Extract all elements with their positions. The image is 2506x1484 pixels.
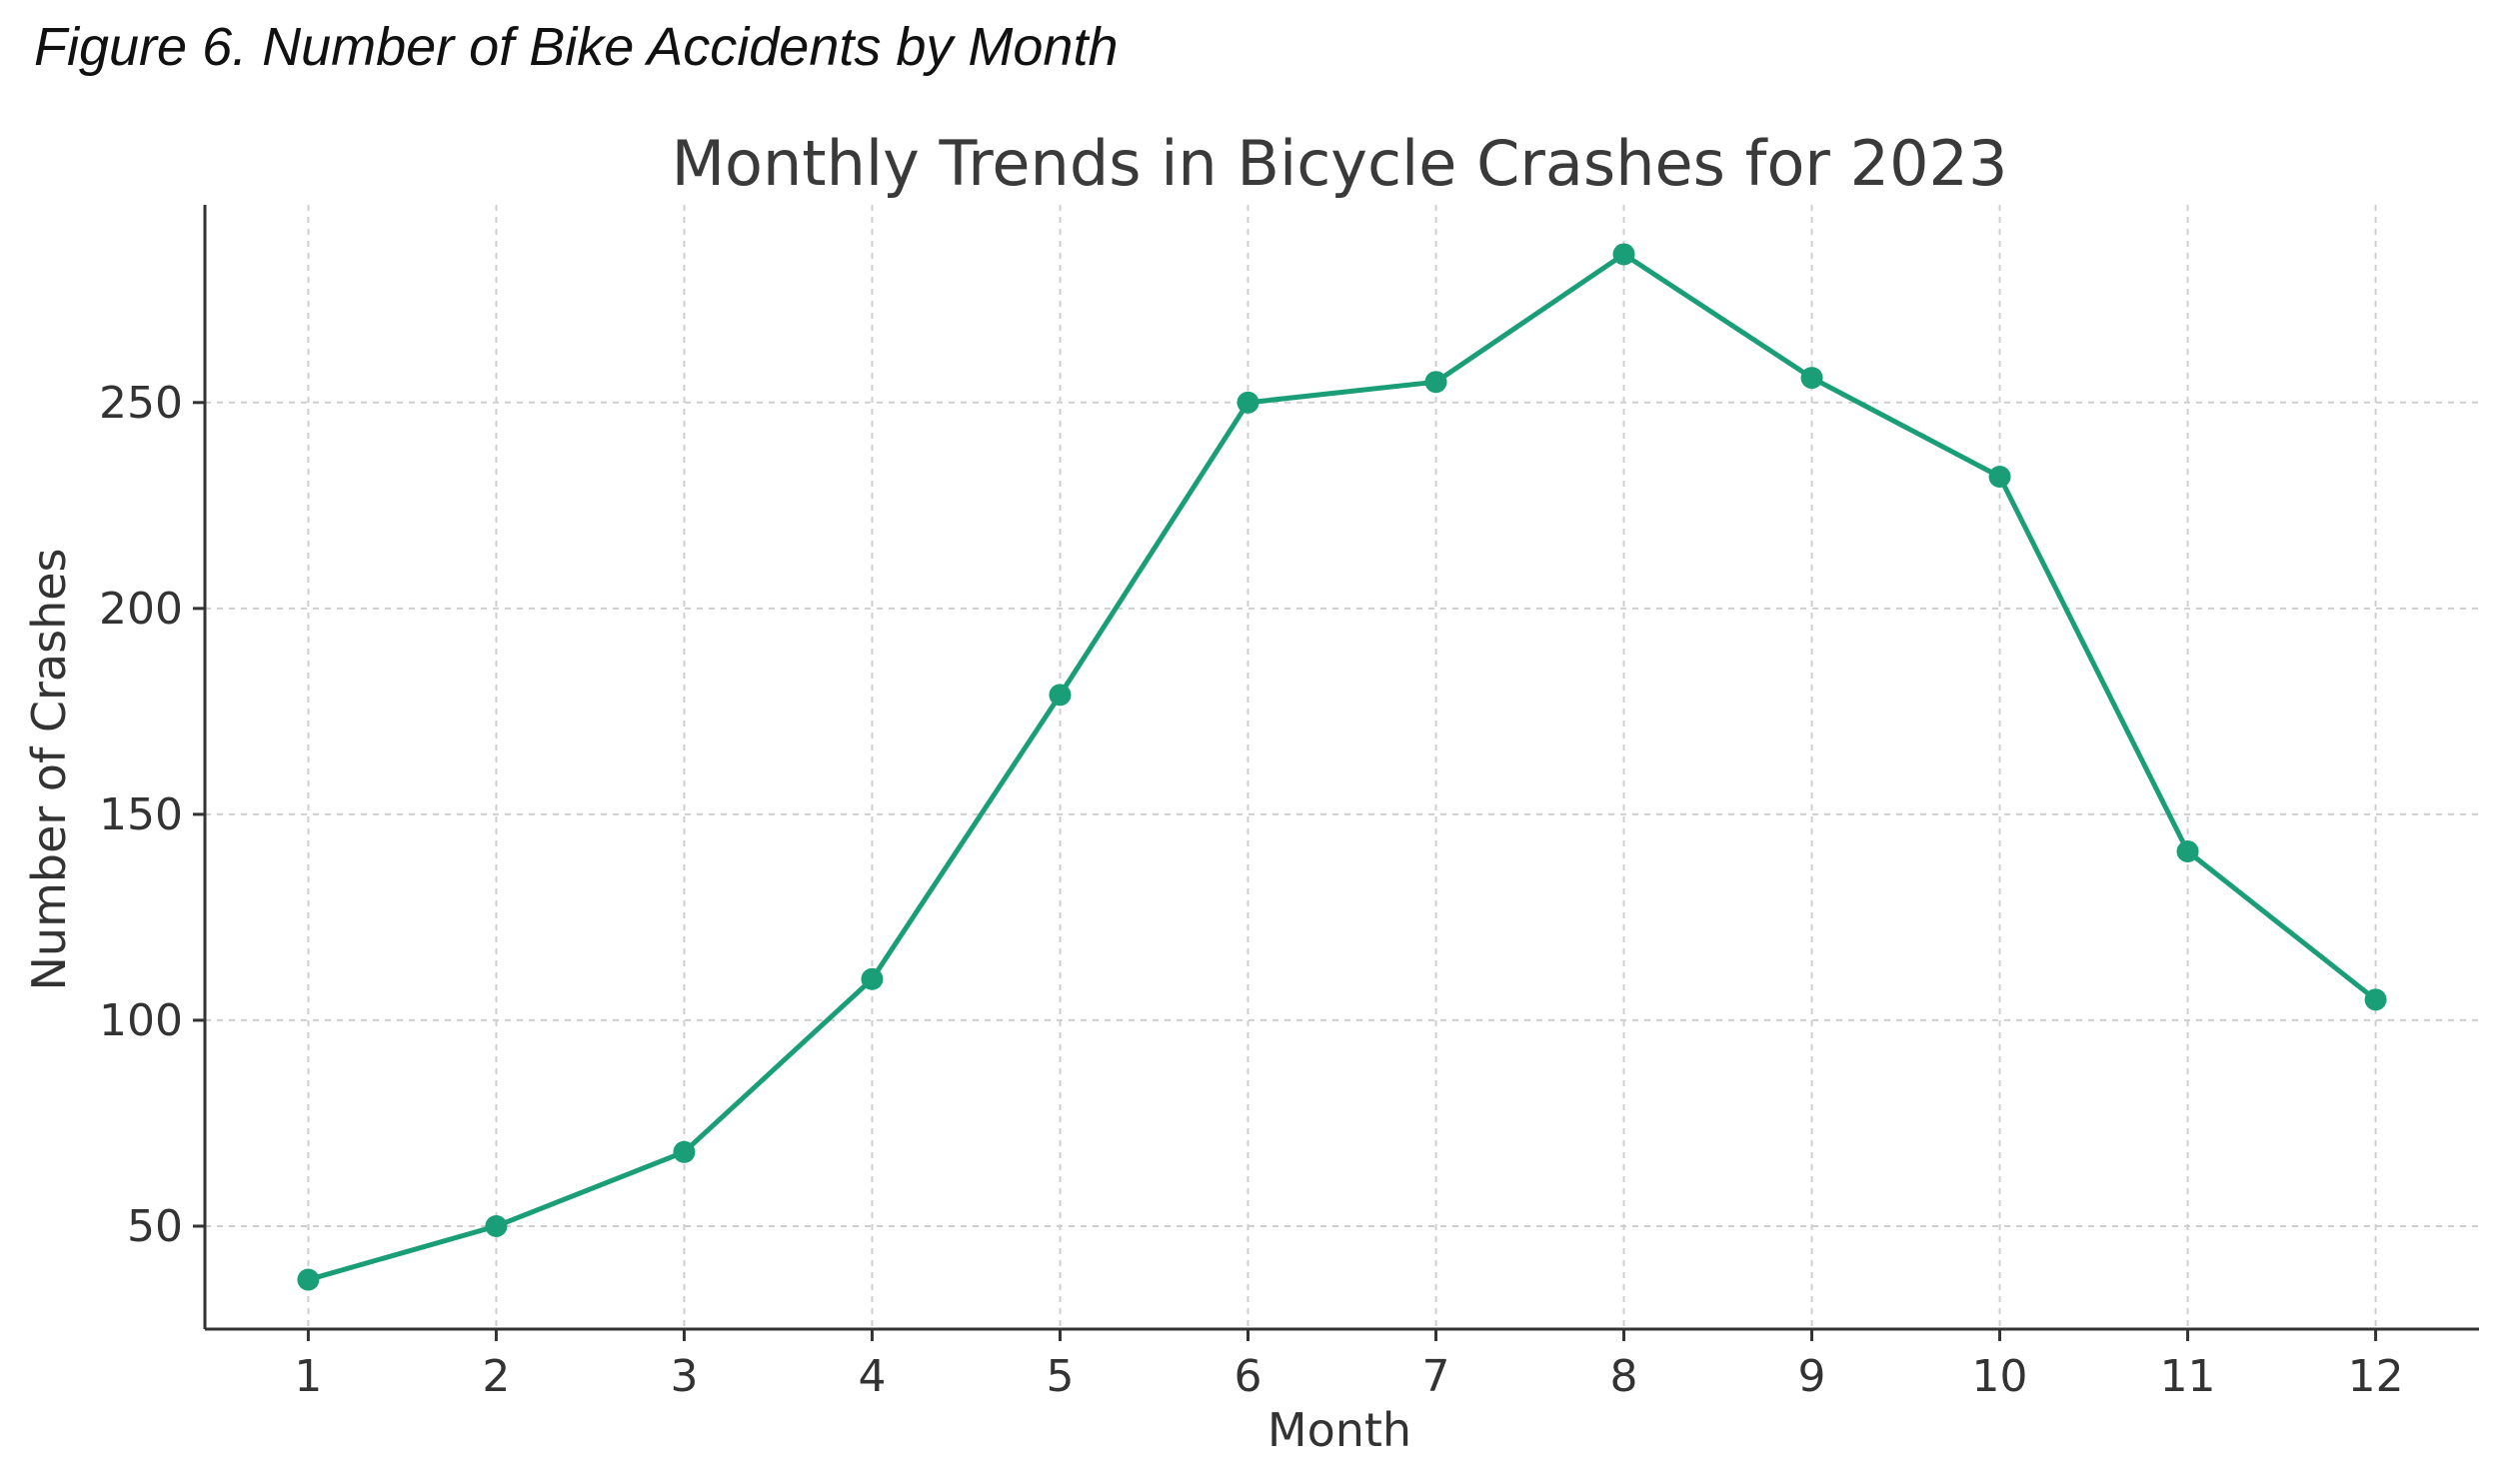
data-point <box>1424 371 1447 394</box>
x-tick-label: 2 <box>482 1351 510 1402</box>
x-tick-label: 9 <box>1798 1351 1826 1402</box>
x-tick-label: 10 <box>1972 1351 2028 1402</box>
x-tick-label: 11 <box>2160 1351 2216 1402</box>
x-axis-label: Month <box>1267 1403 1411 1457</box>
axes <box>203 205 2479 1331</box>
data-point <box>297 1268 320 1291</box>
x-tick-label: 7 <box>1422 1351 1450 1402</box>
data-point <box>1612 243 1635 266</box>
x-tick-label: 12 <box>2348 1351 2404 1402</box>
data-point <box>2176 839 2199 862</box>
x-tick-label: 1 <box>294 1351 322 1402</box>
y-tick-label: 100 <box>99 995 183 1046</box>
y-tick-label: 200 <box>99 584 183 635</box>
y-tick-label: 250 <box>99 378 183 429</box>
x-tick-label: 8 <box>1610 1351 1638 1402</box>
data-point <box>1049 684 1072 707</box>
x-tick-label: 3 <box>670 1351 698 1402</box>
x-tick-label: 5 <box>1046 1351 1074 1402</box>
data-point <box>1988 465 2011 488</box>
grid-lines <box>205 205 2479 1329</box>
data-point <box>673 1140 696 1163</box>
data-point <box>2364 988 2387 1011</box>
series-crashes <box>297 243 2387 1291</box>
chart-title: Monthly Trends in Bicycle Crashes for 20… <box>672 127 2008 200</box>
x-tick-label: 4 <box>858 1351 886 1402</box>
x-tick-label: 6 <box>1234 1351 1261 1402</box>
y-tick-label: 50 <box>127 1201 183 1252</box>
data-point <box>485 1214 508 1237</box>
series-line <box>307 251 2378 1282</box>
data-point <box>861 967 884 990</box>
figure-caption: Figure 6. Number of Bike Accidents by Mo… <box>34 17 1119 77</box>
y-tick-label: 150 <box>99 789 183 840</box>
data-point <box>1237 391 1259 414</box>
y-axis-label: Number of Crashes <box>22 549 76 991</box>
data-point <box>1800 367 1823 390</box>
